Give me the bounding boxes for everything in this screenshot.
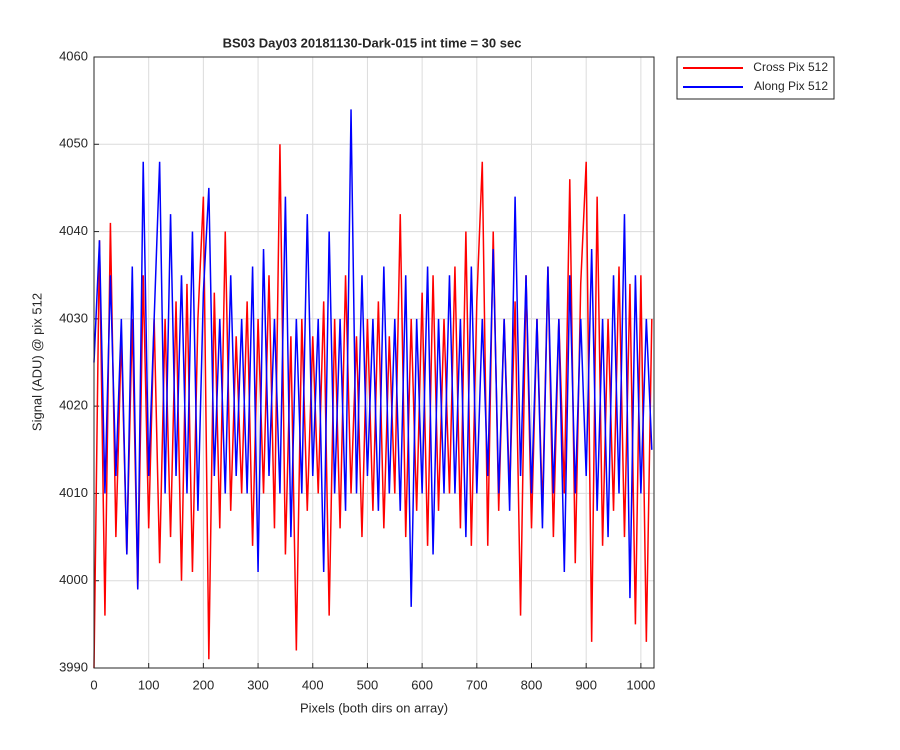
x-tick-label: 600: [411, 677, 433, 692]
y-tick-label: 4060: [59, 48, 88, 63]
x-tick-label: 1000: [626, 677, 655, 692]
x-tick-label: 300: [247, 677, 269, 692]
x-tick-label: 0: [90, 677, 97, 692]
data-line: [93, 109, 653, 607]
legend-label: Along Pix 512: [754, 79, 828, 93]
x-tick-label: 100: [138, 677, 160, 692]
y-tick-label: 4050: [59, 136, 88, 151]
y-tick-label: 4000: [59, 572, 88, 587]
x-tick-label: 200: [193, 677, 215, 692]
y-tick-label: 4030: [59, 310, 88, 325]
x-axis-label: Pixels (both dirs on array): [300, 700, 448, 715]
x-tick-label: 800: [521, 677, 543, 692]
chart-title: BS03 Day03 20181130-Dark-015 int time = …: [223, 35, 522, 50]
plot-frame: [93, 56, 655, 669]
y-tick-label: 3990: [59, 659, 88, 674]
x-tick-label: 400: [302, 677, 324, 692]
x-tick-label: 500: [357, 677, 379, 692]
y-tick-label: 4010: [59, 485, 88, 500]
y-tick-label: 4040: [59, 223, 88, 238]
y-axis-label: Signal (ADU) @ pix 512: [29, 293, 44, 431]
y-tick-label: 4020: [59, 398, 88, 413]
x-tick-label: 900: [575, 677, 597, 692]
x-tick-label: 700: [466, 677, 488, 692]
legend-label: Cross Pix 512: [753, 60, 828, 74]
legend-box: [676, 56, 835, 100]
